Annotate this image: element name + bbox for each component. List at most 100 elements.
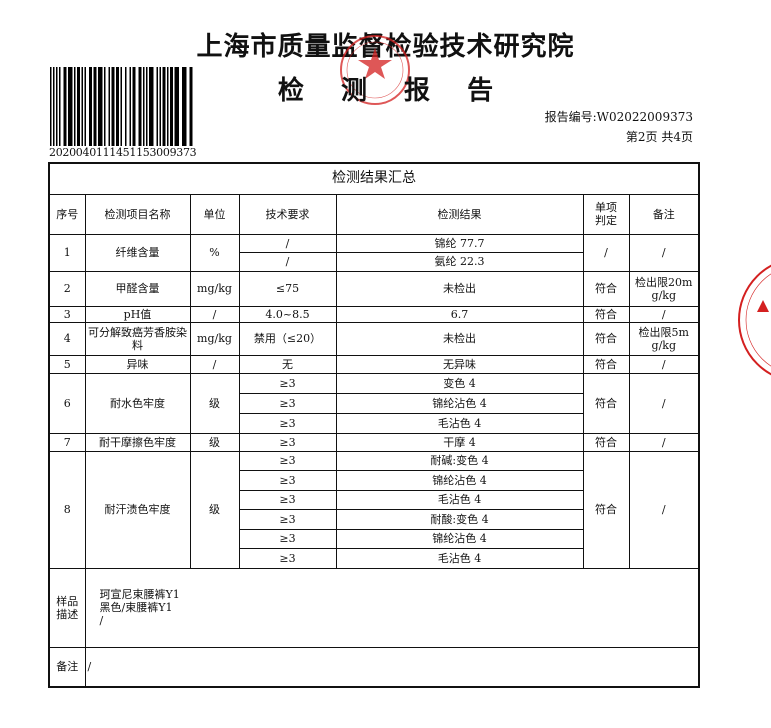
judgement: / [582, 233, 630, 272]
table-row: 5 异味 / 无无异味 符合 / [48, 354, 700, 374]
judgement: 符合 [582, 432, 630, 452]
remark: / [628, 354, 700, 374]
technical-requirement: / [238, 251, 337, 272]
test-result: 氨纶 22.3 [335, 251, 584, 272]
barcode-bar [156, 67, 158, 146]
table-row: 8 耐汗渍色牢度级 ≥3 耐碱:变色 4 符合 / [48, 450, 700, 569]
barcode-bar [162, 67, 166, 146]
table-row: ≥3 锦纶沾色 4 [49, 528, 699, 549]
item-unit: 级 [189, 450, 240, 569]
sample-description-row: 样品描述 珂宣尼束腰裤Y1 黑色/束腰裤Y1/ [48, 567, 700, 648]
barcode-bar [159, 67, 161, 146]
technical-requirement: ≥3 [238, 547, 337, 569]
table-row: 7 耐干摩擦色牢度级 ≥3 干摩 4 符合 / [48, 432, 700, 452]
remark: / [628, 305, 700, 323]
technical-requirement: 4.0~8.5 [238, 305, 337, 323]
item-unit: 级 [189, 432, 240, 452]
technical-requirement: ≥3 [238, 372, 337, 394]
barcode-bar [74, 67, 76, 146]
barcode-bar [120, 67, 122, 146]
barcode-bar [84, 67, 86, 146]
test-result: 6.7 [335, 305, 584, 323]
item-unit: / [189, 305, 240, 323]
barcode-bar [68, 67, 73, 146]
test-result: 锦纶沾色 4 [335, 469, 584, 491]
column-header: 检测项目名称 [84, 193, 191, 235]
barcode-bar [50, 67, 52, 146]
remark: / [628, 432, 700, 452]
note-row: 备注 / [48, 646, 700, 688]
test-result: 锦纶沾色 4 [335, 528, 584, 549]
technical-requirement: 无 [238, 354, 337, 374]
technical-requirement: ≥3 [238, 392, 337, 414]
barcode-bar [116, 67, 119, 146]
technical-requirement: ≥3 [238, 469, 337, 491]
barcode-bar [129, 67, 131, 146]
technical-requirement: ≥3 [238, 432, 337, 452]
barcode [50, 67, 193, 146]
judgement: 符合 [582, 270, 630, 307]
technical-requirement: 禁用（≤20） [238, 321, 337, 356]
remark: / [628, 372, 700, 434]
test-result: 变色 4 [335, 372, 584, 394]
test-result: 耐碱:变色 4 [335, 450, 584, 471]
item-name: 纤维含量 [84, 233, 191, 272]
item-name: 甲醛含量 [84, 270, 191, 307]
barcode-bar [170, 67, 173, 146]
remark: / [628, 233, 700, 272]
technical-requirement: ≥3 [238, 508, 337, 530]
item-number: 8 [48, 450, 86, 569]
barcode-bar [125, 67, 127, 146]
test-result: 耐酸:变色 4 [335, 508, 584, 530]
item-number: 4 [48, 321, 86, 356]
barcode-bar [138, 67, 142, 146]
barcode-bar [98, 67, 103, 146]
test-result: 无异味 [335, 354, 584, 374]
official-seal-stamp [340, 35, 410, 105]
item-unit: mg/kg [189, 270, 240, 307]
table-caption: 检测结果汇总 [48, 162, 700, 195]
technical-requirement: ≥3 [238, 412, 337, 434]
item-number: 6 [48, 372, 86, 434]
table-row: 3 pH值/4.0~8.5 6.7 符合 / [48, 305, 700, 323]
barcode-bar [143, 67, 145, 146]
table-row: 4 可分解致癌芳香胺染料 mg/kg 禁用（≤20） 未检出 符合 检出限5mg/kg [48, 321, 700, 356]
technical-requirement: ≤75 [238, 270, 337, 307]
remark: 检出限5mg/kg [628, 321, 700, 356]
technical-requirement: ≥3 [238, 528, 337, 549]
table-row: 1 纤维含量% / 锦纶 77.7// [48, 233, 700, 272]
barcode-bar [89, 67, 92, 146]
barcode-bar [146, 67, 148, 146]
barcode-bar [167, 67, 169, 146]
column-header: 单项判定 [582, 193, 630, 235]
judgement: 符合 [582, 450, 630, 569]
barcode-bar [132, 67, 136, 146]
document-title: 检 测 报 告 [277, 76, 508, 106]
barcode-bar [56, 67, 58, 146]
remark: / [628, 450, 700, 569]
column-header: 单位 [189, 193, 240, 235]
results-table: 检测结果汇总 序号 检测项目名称 单位 技术要求 检测结果 单项判定 备注 1 纤维含量% / 锦纶 … [48, 162, 701, 688]
barcode-bar [111, 67, 115, 146]
header-row: 序号 检测项目名称 单位 技术要求 检测结果 单项判定 备注 [48, 193, 700, 235]
table-row: 2 甲醛含量 mg/kg ≤75 未检出 符合 检出限20mg/kg [48, 270, 700, 307]
barcode-bar [93, 67, 97, 146]
test-result: 干摩 4 [335, 432, 584, 452]
item-unit: mg/kg [189, 321, 240, 356]
table-row: 6 耐水色牢度级 ≥3 变色 4 符合 / [48, 372, 700, 434]
technical-requirement: ≥3 [238, 450, 337, 471]
sample-line: 黑色/束腰裤Y1 [99, 601, 173, 614]
barcode-bar [53, 67, 55, 146]
table-row: ≥3 毛沾色 4 [49, 547, 699, 569]
column-header: 序号 [48, 193, 86, 235]
item-number: 5 [48, 354, 86, 374]
barcode-bar [149, 67, 154, 146]
item-unit: % [189, 233, 240, 272]
sample-line: 珂宣尼束腰裤Y1 [99, 588, 180, 601]
barcode-bar [81, 67, 83, 146]
item-number: 3 [48, 305, 86, 323]
barcode-number: 20200401114511530093​73 [49, 146, 197, 159]
sample-label: 样品描述 [48, 567, 86, 648]
item-number: 2 [48, 270, 86, 307]
test-result: 毛沾色 4 [335, 547, 584, 569]
